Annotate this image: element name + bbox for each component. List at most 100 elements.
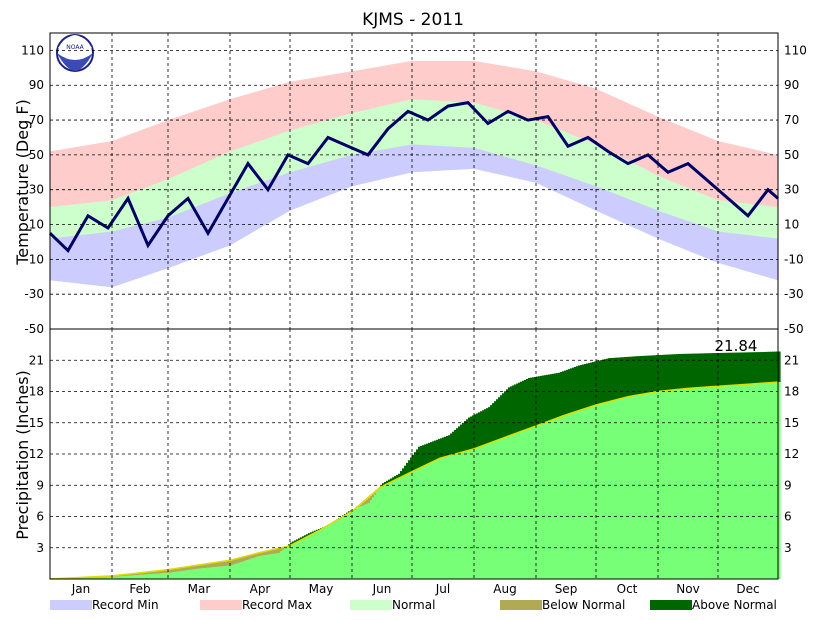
normal-precip-bar (104, 577, 107, 579)
normal-precip-bar (670, 390, 673, 579)
normal-precip-bar (302, 539, 305, 579)
temperature-tick-left: 30 (29, 183, 44, 197)
below-normal-bar (366, 499, 369, 504)
normal-precip-bar (228, 565, 231, 579)
above-normal-bar (412, 454, 415, 472)
below-normal-bar (258, 552, 261, 557)
normal-precip-bar (496, 440, 499, 579)
above-normal-bar (630, 356, 633, 397)
normal-precip-bar (210, 567, 213, 579)
normal-precip-bar (246, 560, 249, 579)
normal-precip-bar (388, 483, 391, 579)
normal-precip-bar (380, 487, 383, 579)
normal-precip-bar (526, 429, 529, 579)
above-normal-bar (528, 377, 531, 429)
above-normal-bar (650, 355, 653, 393)
normal-precip-bar (548, 421, 551, 579)
above-normal-bar (658, 355, 661, 392)
normal-precip-bar (722, 386, 725, 579)
above-normal-bar (736, 352, 739, 386)
below-normal-bar (266, 551, 269, 555)
precipitation-axis-label: Precipitation (Inches) (13, 370, 32, 540)
normal-precip-bar (148, 574, 151, 579)
above-normal-bar (614, 357, 617, 401)
above-normal-bar (410, 457, 413, 473)
normal-precip-bar (170, 572, 173, 579)
above-normal-bar (682, 353, 685, 389)
above-normal-bar (542, 375, 545, 424)
below-normal-bar (240, 557, 243, 563)
above-normal-bar (626, 356, 629, 398)
normal-precip-bar (260, 555, 263, 579)
above-normal-bar (386, 480, 389, 485)
above-normal-bar (466, 419, 469, 451)
normal-precip-bar (576, 411, 579, 579)
below-normal-bar (152, 571, 155, 574)
above-normal-bar (674, 354, 677, 390)
precipitation-tick-right: 3 (784, 541, 792, 555)
legend-swatch (50, 600, 92, 610)
normal-precip-bar (630, 396, 633, 579)
below-normal-bar (142, 572, 145, 575)
normal-precip-bar (126, 575, 129, 579)
below-normal-bar (218, 562, 221, 567)
normal-precip-bar (730, 385, 733, 579)
temperature-tick-left: 90 (29, 78, 44, 92)
above-normal-bar (432, 441, 435, 463)
normal-precip-bar (754, 383, 757, 579)
normal-precip-bar (178, 571, 181, 579)
normal-precip-bar (412, 471, 415, 579)
normal-precip-bar (530, 428, 533, 579)
above-normal-bar (760, 352, 763, 384)
normal-precip-bar (540, 424, 543, 579)
normal-precip-bar (230, 565, 233, 579)
normal-precip-bar (236, 563, 239, 579)
below-normal-bar (372, 494, 375, 498)
normal-precip-bar (144, 574, 147, 579)
normal-precip-bar (404, 475, 407, 579)
normal-precip-bar (316, 532, 319, 579)
above-normal-bar (772, 351, 775, 383)
normal-precip-bar (750, 384, 753, 579)
month-label: Jun (372, 582, 392, 596)
normal-precip-bar (364, 504, 367, 579)
normal-precip-bar (292, 544, 295, 579)
above-normal-bar (468, 417, 471, 451)
normal-precip-bar (244, 560, 247, 579)
below-normal-bar (244, 556, 247, 561)
precipitation-grid (50, 329, 778, 579)
below-normal-bar (232, 559, 235, 565)
below-normal-bar (140, 572, 143, 575)
above-normal-bar (458, 426, 461, 454)
normal-precip-bar (536, 425, 539, 579)
normal-precip-bar (256, 556, 259, 579)
normal-precip-bar (720, 386, 723, 579)
above-normal-bar (664, 354, 667, 391)
above-normal-bar (456, 428, 459, 454)
normal-precip-bar (200, 568, 203, 579)
temperature-panel: 110 110 90 90 70 70 50 50 30 30 10 10 10 -10 -30 -30 -50… (21, 32, 807, 336)
normal-precip-bar (262, 555, 265, 579)
above-normal-bar (454, 429, 457, 455)
above-normal-bar (438, 439, 441, 460)
normal-precip-bar (212, 567, 215, 579)
normal-precip-bar (222, 566, 225, 579)
above-normal-bar (706, 353, 709, 388)
normal-precip-bar (490, 442, 493, 579)
normal-precip-bar (360, 506, 363, 579)
normal-precip-bar (570, 413, 573, 579)
normal-precip-bar (206, 567, 209, 579)
precipitation-total-label: 21.84 (715, 337, 758, 355)
normal-precip-bar (146, 574, 149, 579)
above-normal-bar (602, 359, 605, 404)
above-normal-bar (732, 352, 735, 386)
below-normal-bar (226, 560, 229, 566)
month-label: Feb (129, 582, 150, 596)
below-normal-bar (198, 565, 201, 569)
normal-precip-bar (498, 439, 501, 579)
below-normal-bar (174, 568, 177, 572)
normal-precip-bar (504, 437, 507, 579)
svg-text:NOAA: NOAA (66, 44, 84, 51)
normal-precip-bar (286, 546, 289, 579)
below-normal-bar (182, 567, 185, 571)
